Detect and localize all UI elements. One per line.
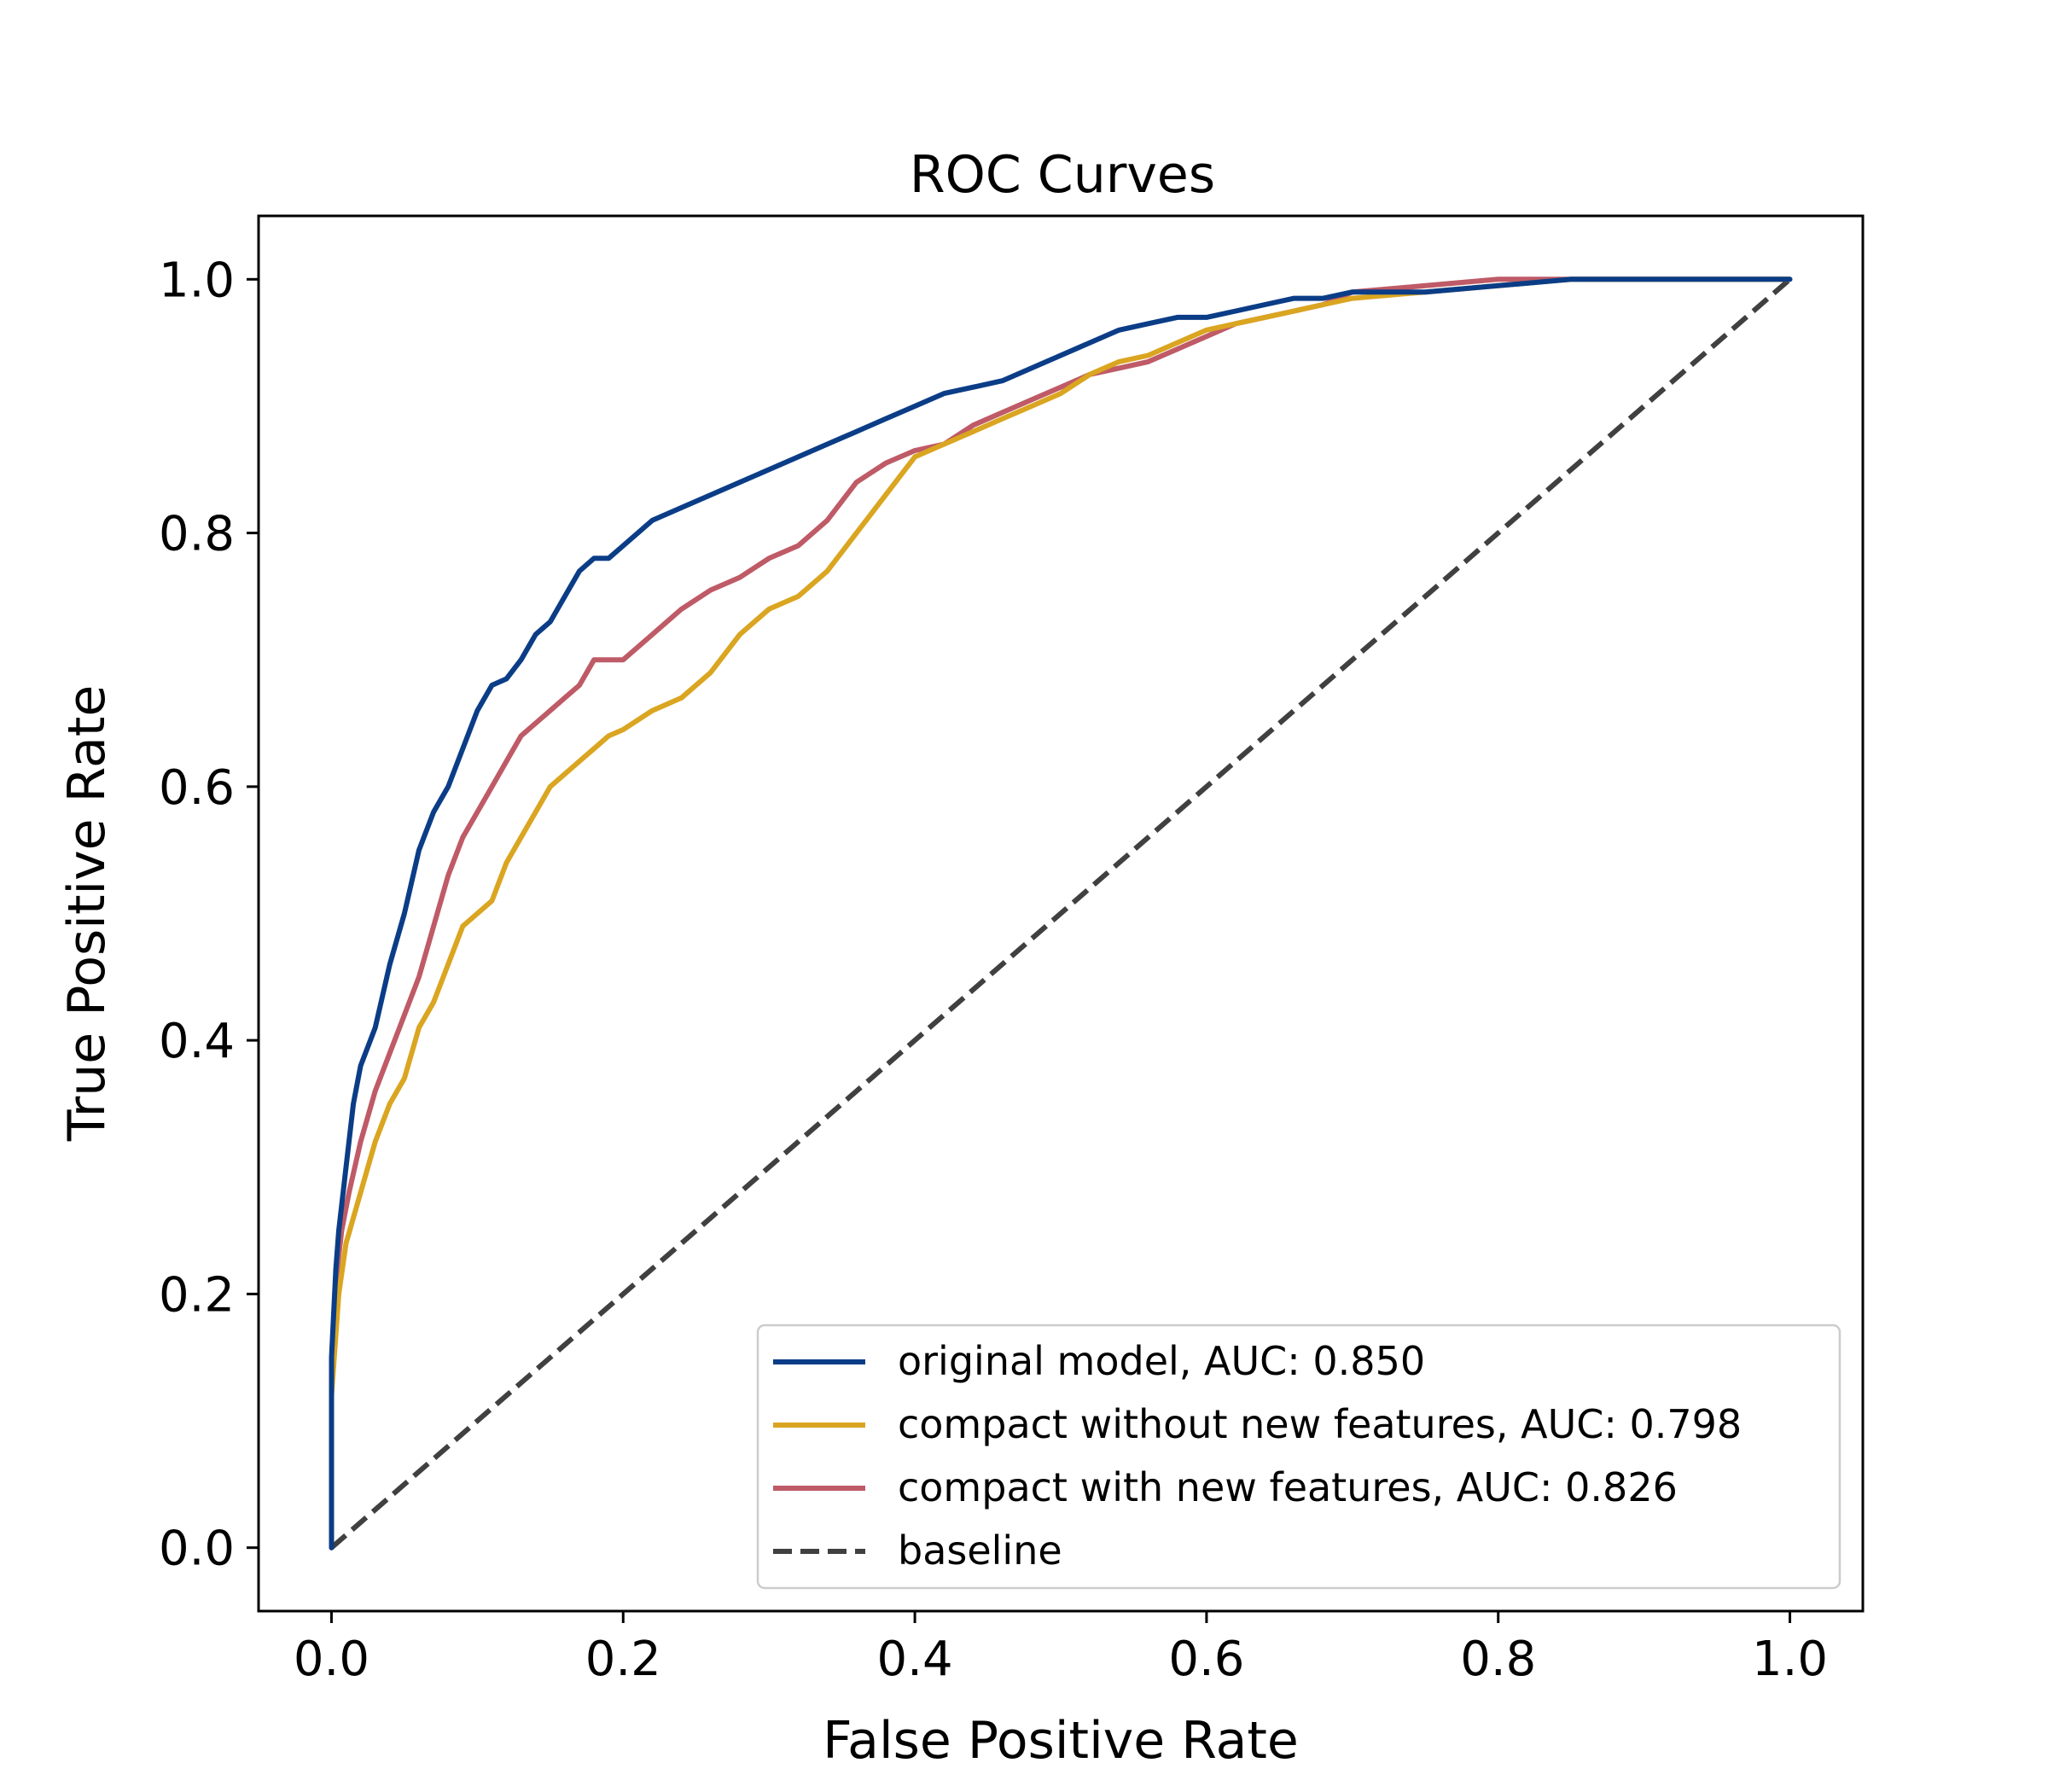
y-tick-label: 0.0	[159, 1521, 235, 1577]
series-line-0	[329, 276, 1793, 1551]
legend-label-0: original model, AUC: 0.850	[898, 1338, 1425, 1384]
y-tick-label: 0.4	[159, 1014, 235, 1069]
legend-label-2: compact with new features, AUC: 0.826	[898, 1464, 1678, 1510]
legend-box	[756, 1324, 1841, 1590]
plot-area	[329, 276, 1793, 1551]
y-tick-label: 0.6	[159, 760, 235, 816]
y-tick-label: 0.8	[159, 507, 235, 562]
legend-entries: original model, AUC: 0.850 compact withou…	[773, 1338, 1742, 1574]
series-line-3	[329, 277, 1792, 1550]
series-line-1	[329, 276, 1793, 1551]
y-tick-label: 0.2	[159, 1267, 235, 1323]
x-axis: 0.0 0.2 0.4 0.6 0.8 1.0	[294, 1611, 1828, 1687]
y-axis-label: True Positive Rate	[57, 685, 117, 1142]
x-tick-label: 0.0	[294, 1632, 369, 1687]
chart-title: ROC Curves	[910, 145, 1215, 205]
legend-label-1: compact without new features, AUC: 0.798	[898, 1401, 1742, 1447]
x-tick-label: 0.2	[585, 1632, 661, 1687]
x-tick-label: 0.4	[877, 1632, 953, 1687]
legend: original model, AUC: 0.850 compact withou…	[756, 1324, 1841, 1590]
legend-label-3: baseline	[898, 1527, 1062, 1574]
x-tick-label: 1.0	[1752, 1632, 1828, 1687]
x-tick-label: 0.8	[1460, 1632, 1536, 1687]
x-tick-label: 0.6	[1168, 1632, 1244, 1687]
x-axis-label: False Positive Rate	[823, 1711, 1299, 1771]
y-axis: 0.0 0.2 0.4 0.6 0.8 1.0	[159, 253, 259, 1577]
axes-frame	[257, 214, 1865, 1613]
y-tick-label: 1.0	[159, 253, 235, 308]
